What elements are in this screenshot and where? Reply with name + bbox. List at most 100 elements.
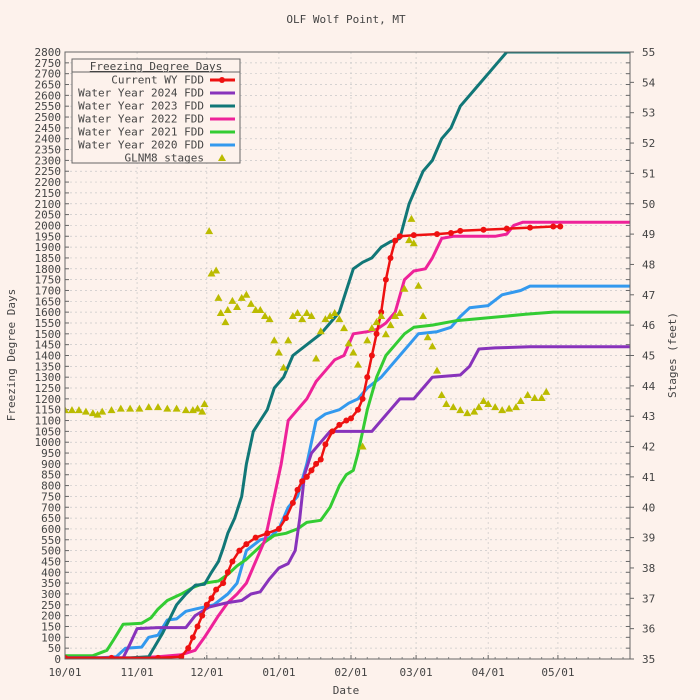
stage-point — [172, 404, 181, 412]
current-wy-point — [108, 654, 115, 659]
stage-point — [358, 442, 367, 450]
stage-point — [321, 315, 330, 323]
y2-axis-title: Stages (feet) — [666, 312, 679, 398]
series-line-1 — [65, 345, 630, 659]
y-tick-label: 2750 — [35, 57, 62, 70]
y2-tick-label: 46 — [642, 319, 655, 332]
y-tick-label: 50 — [48, 642, 61, 655]
stage-point — [198, 407, 207, 415]
stage-point — [340, 324, 349, 332]
stage-point — [260, 312, 269, 320]
stage-point — [163, 404, 172, 412]
y-tick-label: 1200 — [35, 393, 62, 406]
stage-point — [88, 409, 97, 417]
x-tick-label: 02/01 — [334, 666, 367, 679]
current-wy-point — [364, 374, 371, 381]
stage-point — [81, 407, 90, 415]
y-tick-label: 500 — [41, 545, 61, 558]
stage-point — [512, 403, 521, 411]
y2-tick-label: 53 — [642, 107, 655, 120]
y-tick-label: 850 — [41, 469, 61, 482]
stage-point — [386, 321, 395, 329]
y2-tick-label: 35 — [642, 653, 655, 666]
current-wy-point — [410, 232, 417, 239]
stage-point — [377, 312, 386, 320]
y2-tick-label: 49 — [642, 228, 655, 241]
y-tick-label: 250 — [41, 599, 61, 612]
current-wy-point — [396, 233, 403, 240]
y-tick-label: 550 — [41, 534, 61, 547]
y-tick-label: 900 — [41, 458, 61, 471]
y2-tick-label: 52 — [642, 137, 655, 150]
stage-point — [67, 406, 76, 414]
stage-point — [484, 400, 493, 408]
stage-point — [270, 336, 279, 344]
y-tick-label: 1250 — [35, 382, 62, 395]
current-wy-point — [303, 473, 310, 480]
y-tick-label: 1350 — [35, 360, 62, 373]
stage-markers — [65, 214, 551, 450]
current-wy-point — [317, 456, 324, 463]
stage-point — [228, 296, 237, 304]
y-tick-label: 2250 — [35, 165, 62, 178]
current-wy-point — [220, 580, 227, 587]
current-wy-point — [329, 428, 336, 435]
stage-point — [491, 403, 500, 411]
y-tick-label: 1000 — [35, 436, 62, 449]
stage-point — [307, 312, 316, 320]
y-tick-label: 0 — [54, 653, 61, 666]
stage-point — [288, 312, 297, 320]
y2-tick-label: 54 — [642, 76, 656, 89]
stage-point — [326, 312, 335, 320]
stage-point — [216, 309, 225, 317]
stage-point — [344, 339, 353, 347]
stage-point — [65, 406, 69, 414]
y-tick-label: 2800 — [35, 46, 62, 59]
y2-tick-label: 38 — [642, 562, 655, 575]
y-tick-label: 2400 — [35, 133, 62, 146]
y-tick-label: 1050 — [35, 425, 62, 438]
series-line-5 — [65, 284, 630, 659]
y-tick-label: 650 — [41, 512, 61, 525]
y-tick-label: 1800 — [35, 263, 62, 276]
stage-point — [316, 327, 325, 335]
current-wy-point — [203, 601, 210, 608]
current-wy-point — [392, 237, 399, 244]
x-tick-label: 12/01 — [190, 666, 223, 679]
stage-point — [372, 318, 381, 326]
x-tick-label: 01/01 — [262, 666, 295, 679]
y2-tick-label: 55 — [642, 46, 655, 59]
stage-point — [437, 390, 446, 398]
stage-point — [242, 290, 251, 298]
stage-point — [214, 293, 223, 301]
stage-point — [193, 404, 202, 412]
y-tick-label: 800 — [41, 480, 61, 493]
current-wy-point — [308, 467, 315, 474]
stage-point — [409, 239, 418, 247]
current-wy-point — [264, 530, 271, 537]
y-tick-label: 2500 — [35, 111, 62, 124]
current-wy-point — [178, 653, 185, 659]
current-wy-point — [224, 569, 231, 576]
y-tick-label: 2100 — [35, 198, 62, 211]
stage-point — [233, 302, 242, 310]
legend-swatch-marker — [219, 77, 225, 83]
stage-point — [223, 305, 232, 313]
current-wy-point — [289, 499, 296, 506]
y2-tick-label: 37 — [642, 592, 655, 605]
stage-point — [456, 406, 465, 414]
legend-label: Water Year 2022 FDD — [78, 113, 204, 126]
x-tick-label: 03/01 — [400, 666, 433, 679]
x-tick-label: 11/01 — [121, 666, 154, 679]
legend: Freezing Degree Days Current WY FDDWater… — [71, 58, 241, 165]
legend-label: Water Year 2020 FDD — [78, 139, 204, 152]
stage-point — [414, 281, 423, 289]
y-tick-label: 700 — [41, 501, 61, 514]
stage-point — [498, 406, 507, 414]
legend-label: Water Year 2021 FDD — [78, 126, 204, 139]
y-tick-label: 1850 — [35, 252, 62, 265]
stage-point — [405, 236, 414, 244]
current-wy-point — [208, 595, 215, 602]
y-tick-label: 950 — [41, 447, 61, 460]
y-tick-label: 100 — [41, 631, 61, 644]
